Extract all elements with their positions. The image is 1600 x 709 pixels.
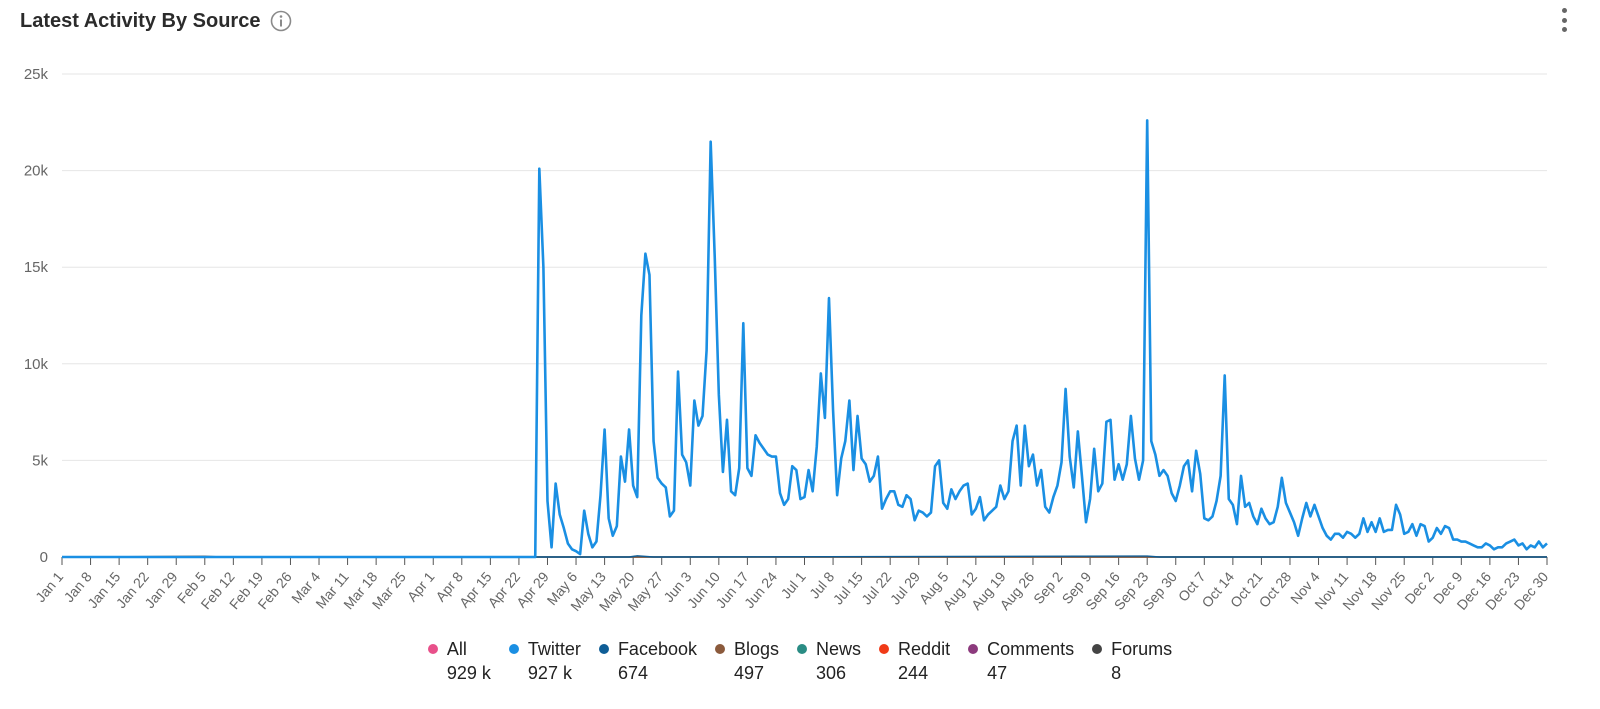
x-tick-label: Apr 1 (404, 568, 438, 604)
widget-title: Latest Activity By Source (20, 9, 261, 32)
legend-label: Twitter (527, 639, 581, 659)
legend-count: 929 k (446, 663, 491, 683)
legend-label: Reddit (898, 639, 951, 659)
legend-label: Forums (1111, 639, 1173, 659)
legend-dot-icon (598, 644, 609, 654)
x-tick-label: Jul 29 (887, 568, 923, 607)
x-tick-label: Oct 28 (1256, 568, 1295, 610)
series-line-twitter (62, 119, 1548, 559)
y-tick-label: 15k (24, 259, 49, 276)
legend-label: Facebook (617, 639, 697, 659)
legend-count: 306 (816, 663, 847, 683)
y-tick-label: 5k (32, 452, 48, 469)
y-tick-label: 20k (24, 163, 49, 180)
legend-item-blogs[interactable]: Blogs 497 (715, 636, 779, 684)
chart-grid (62, 73, 1547, 558)
series-line-facebook (62, 555, 1547, 558)
x-tick-label: Dec 2 (1401, 568, 1437, 606)
widget-header: Latest Activity By Source (20, 6, 292, 36)
x-tick-label: Jul 22 (858, 568, 894, 607)
x-tick-label: Jul 1 (778, 568, 809, 601)
legend-item-twitter[interactable]: Twitter 927 k (508, 636, 581, 684)
chart-series (61, 119, 1548, 559)
y-tick-label: 10k (24, 356, 49, 373)
legend-dot-icon (1092, 644, 1103, 654)
legend-count: 497 (734, 663, 765, 683)
legend-dot-icon (968, 644, 979, 654)
legend-dot-icon (508, 644, 519, 654)
legend-count: 8 (1111, 663, 1122, 683)
x-tick-label: Apr 29 (513, 568, 552, 610)
legend-count: 927 k (527, 663, 572, 683)
legend-item-facebook[interactable]: Facebook 674 (598, 636, 697, 684)
legend-item-all[interactable]: All 929 k (427, 636, 491, 684)
legend-item-comments[interactable]: Comments 47 (968, 636, 1074, 684)
legend-count: 674 (617, 663, 648, 683)
more-vertical-icon[interactable] (1556, 8, 1572, 32)
legend-label: All (446, 639, 467, 659)
x-tick-label: Sep 2 (1030, 568, 1066, 606)
legend-label: Blogs (734, 639, 780, 659)
legend-count: 244 (898, 663, 929, 683)
legend-count: 47 (987, 663, 1008, 683)
chart-legend: All 929 k Twitter 927 k Facebook 674 Blogs 497 N… (0, 636, 1600, 684)
x-tick-label: Jan 1 (32, 568, 66, 605)
y-tick-label: 25k (24, 66, 49, 83)
legend-dot-icon (715, 644, 725, 654)
y-tick-label: 0 (40, 549, 48, 566)
legend-item-reddit[interactable]: Reddit 244 (879, 636, 950, 684)
legend-dot-icon (879, 644, 890, 654)
info-circle-icon[interactable] (270, 10, 292, 32)
y-axis-ticks: 0 5k 10k 15k 20k 25k (24, 66, 49, 566)
legend-item-news[interactable]: News 306 (797, 636, 861, 684)
legend-dot-icon (797, 644, 808, 654)
legend-item-forums[interactable]: Forums 8 (1092, 636, 1172, 684)
legend-label: News (816, 639, 862, 659)
legend-label: Comments (987, 639, 1075, 659)
legend-dot-icon (427, 644, 438, 654)
x-tick-label: Jul 15 (830, 568, 866, 607)
